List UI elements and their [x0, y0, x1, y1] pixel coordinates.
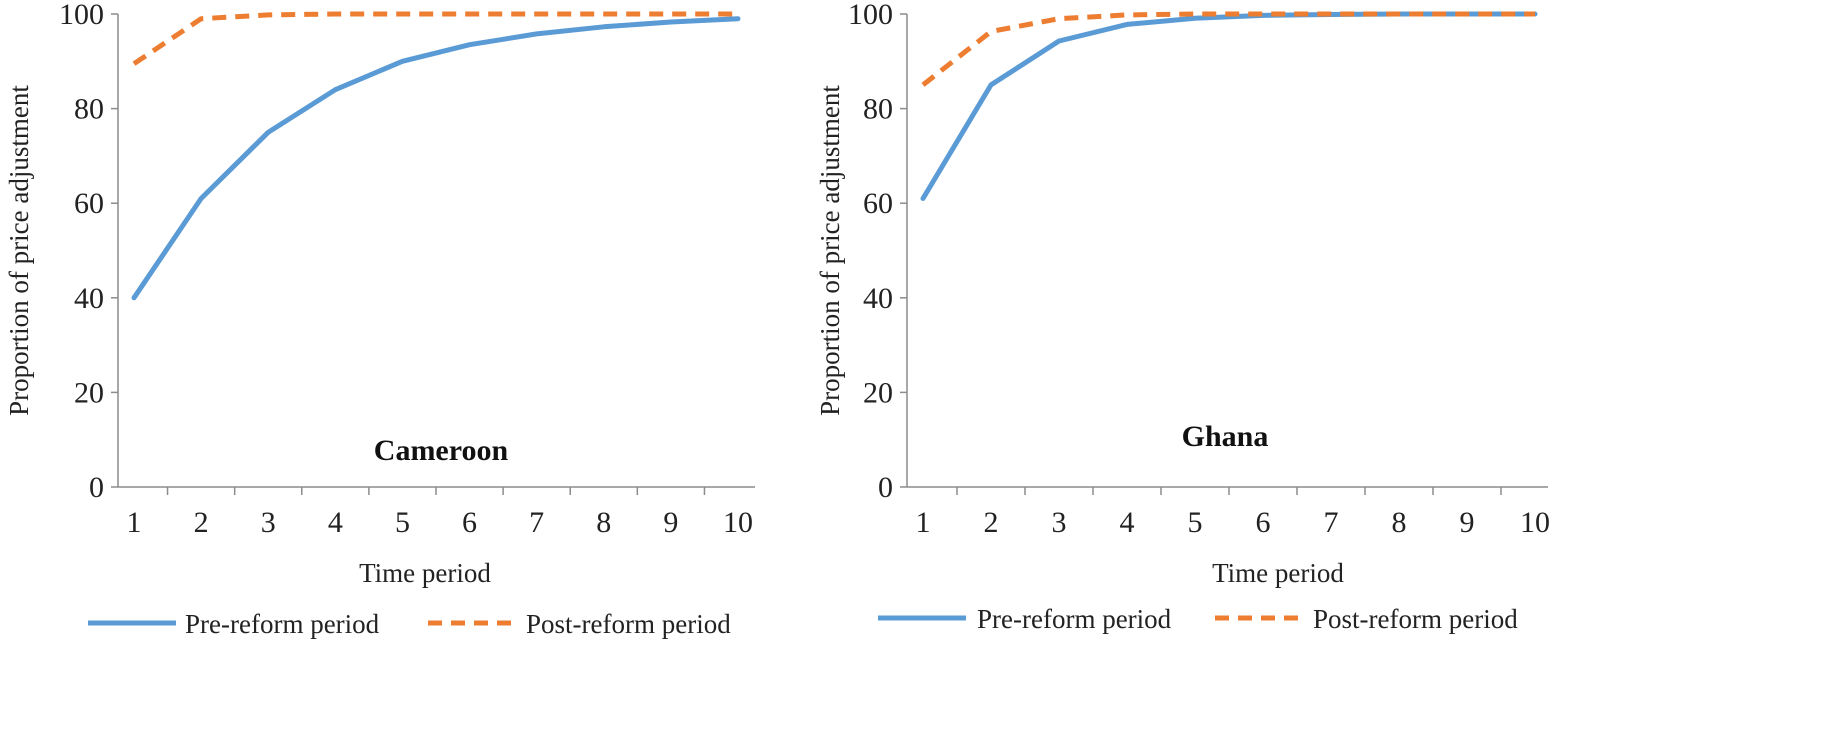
- y-tick-label: 0: [878, 471, 893, 504]
- x-tick-label: 1: [916, 506, 931, 539]
- legend: Pre-reform period Post-reform period: [88, 609, 731, 639]
- post-reform-series-line: [921, 11, 1535, 87]
- chart-title: Cameroon: [374, 434, 509, 467]
- pre-reform-series-line: [131, 16, 741, 301]
- x-tick-label: 5: [395, 506, 410, 539]
- y-axis-title: Proportion of price adjustment: [4, 85, 34, 416]
- legend: Pre-reform period Post-reform period: [878, 604, 1518, 634]
- x-tick-label: 9: [663, 506, 678, 539]
- x-tick-label: 6: [1256, 506, 1271, 539]
- y-tick-label: 0: [89, 471, 104, 504]
- legend-label-pre-reform: Pre-reform period: [185, 609, 380, 639]
- x-tick-label: 7: [1324, 506, 1339, 539]
- y-tick-label: 40: [863, 282, 893, 315]
- x-tick-label: 2: [194, 506, 209, 539]
- y-tick-label: 80: [74, 93, 104, 126]
- legend-label-post-reform: Post-reform period: [526, 609, 731, 639]
- x-tick-label: 2: [984, 506, 999, 539]
- y-axis-title: Proportion of price adjustment: [815, 85, 845, 416]
- x-tick-label: 9: [1460, 506, 1475, 539]
- x-tick-label: 6: [462, 506, 477, 539]
- y-tick-label: 20: [863, 376, 893, 409]
- y-tick-label: 80: [863, 93, 893, 126]
- x-tick-label: 5: [1188, 506, 1203, 539]
- x-tick-label: 1: [127, 506, 142, 539]
- chart-panel-ghana: 0 20 40 60 80 100 1 2 3 4 5 6 7 8 9 10 Proportion of pri…: [815, 0, 1550, 634]
- y-tick-label: 40: [74, 282, 104, 315]
- x-axis-title: Time period: [1212, 558, 1344, 588]
- pre-reform-series-line: [920, 11, 1538, 201]
- y-tick-label: 60: [74, 187, 104, 220]
- chart-panel-cameroon: 0 20 40 60 80 100 1 2 3 4 5 6 7 8 9 10 Proportion of pri…: [4, 0, 755, 639]
- post-reform-series-line: [132, 11, 738, 66]
- x-axis-title: Time period: [359, 558, 491, 588]
- legend-label-post-reform: Post-reform period: [1313, 604, 1518, 634]
- x-tick-label: 10: [1520, 506, 1550, 539]
- y-tick-label: 100: [59, 0, 104, 31]
- chart-title: Ghana: [1182, 420, 1269, 453]
- x-tick-label: 8: [596, 506, 611, 539]
- y-tick-label: 20: [74, 376, 104, 409]
- legend-label-pre-reform: Pre-reform period: [977, 604, 1172, 634]
- y-tick-label: 100: [848, 0, 893, 31]
- x-tick-label: 8: [1392, 506, 1407, 539]
- x-tick-label: 3: [261, 506, 276, 539]
- x-tick-label: 10: [723, 506, 753, 539]
- x-tick-label: 3: [1052, 506, 1067, 539]
- y-tick-label: 60: [863, 187, 893, 220]
- x-tick-label: 4: [328, 506, 343, 539]
- x-tick-label: 7: [529, 506, 544, 539]
- x-tick-label: 4: [1120, 506, 1135, 539]
